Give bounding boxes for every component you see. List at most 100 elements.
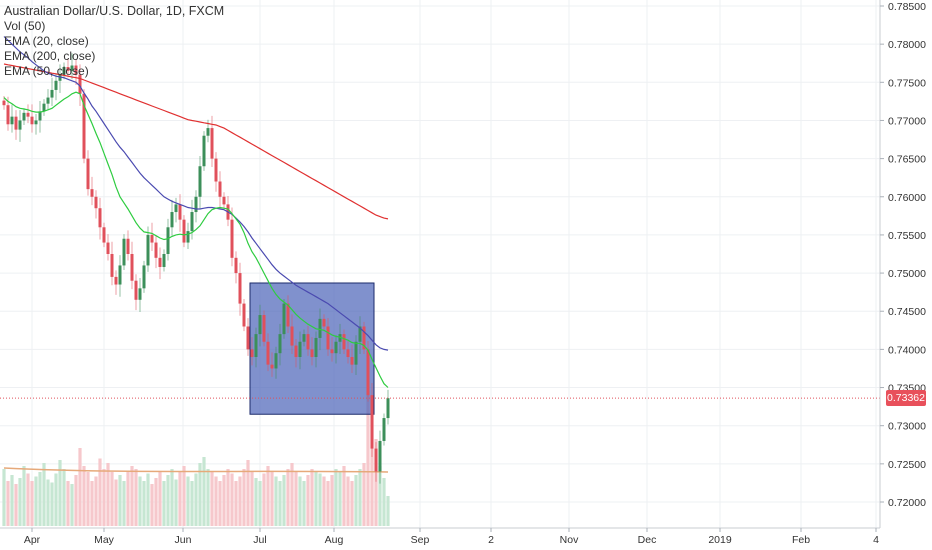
- time-tick-label: Jul: [253, 534, 266, 546]
- candle-body: [146, 234, 150, 266]
- volume-moving-average: [3, 467, 389, 473]
- volume-bar: [206, 469, 210, 526]
- volume-bar: [330, 475, 334, 526]
- volume-bar: [386, 496, 390, 526]
- volume-bar: [194, 473, 198, 526]
- volume-bar: [158, 472, 162, 526]
- legend-ema200: EMA (200, close): [4, 49, 96, 63]
- volume-bar: [354, 475, 358, 526]
- volume-bar: [150, 484, 154, 526]
- candle-body: [58, 74, 62, 81]
- candle-body: [250, 349, 254, 358]
- volume-bar: [226, 469, 230, 526]
- volume-bar: [314, 472, 318, 526]
- candle-body: [202, 135, 206, 167]
- volume-bar: [286, 469, 290, 526]
- candle-body: [286, 303, 290, 327]
- candle-body: [110, 254, 114, 277]
- volume-bar: [134, 469, 138, 526]
- candle-body: [306, 334, 310, 350]
- price-tick-label: 0.78500: [888, 1, 926, 13]
- candle-body: [210, 128, 214, 159]
- last-price-badge: 0.73362: [886, 390, 926, 407]
- volume-bar: [178, 472, 182, 526]
- candle-body: [206, 128, 210, 136]
- candle-body: [242, 303, 246, 327]
- volume-bar: [290, 463, 294, 526]
- candle-body: [142, 265, 146, 289]
- candle-body: [18, 120, 22, 130]
- time-tick-label: May: [94, 534, 115, 546]
- candle-body: [222, 196, 226, 205]
- candle-body: [370, 395, 374, 449]
- volume-bar: [322, 476, 326, 526]
- volume-bar: [214, 476, 218, 526]
- candle-body: [70, 65, 74, 71]
- time-tick-label: Dec: [638, 534, 657, 546]
- candle-body: [94, 196, 98, 209]
- volume-bar: [338, 472, 342, 526]
- volume-bar: [318, 473, 322, 526]
- candle-body: [270, 364, 274, 369]
- volume-bar: [146, 473, 150, 526]
- price-tick-label: 0.75500: [888, 230, 926, 242]
- price-tick-label: 0.76000: [888, 192, 926, 204]
- volume-bar: [306, 475, 310, 526]
- volume-bar: [114, 479, 118, 526]
- candle-body: [302, 334, 306, 342]
- volume-bar: [62, 469, 66, 526]
- volume-bar: [42, 463, 46, 526]
- volume-bar: [198, 463, 202, 526]
- time-tick-label: Jun: [175, 534, 192, 546]
- candle-body: [234, 257, 238, 274]
- candle-body: [86, 158, 90, 190]
- candle-body: [354, 341, 358, 365]
- candle-body: [322, 318, 326, 327]
- grid: [0, 0, 880, 528]
- volume-bar: [182, 466, 186, 526]
- candle-body: [274, 353, 278, 369]
- volume-bar: [74, 475, 78, 526]
- volume-bar: [22, 466, 26, 526]
- time-tick-label: 2019: [708, 534, 732, 546]
- candle-body: [266, 341, 270, 365]
- volume-bar: [298, 476, 302, 526]
- candle-body: [186, 231, 190, 243]
- price-tick-label: 0.77500: [888, 77, 926, 89]
- volume-bars: [2, 391, 390, 526]
- volume-bar: [58, 460, 62, 526]
- candle-body: [130, 254, 134, 281]
- candle-body: [258, 315, 262, 335]
- volume-bar: [94, 476, 98, 526]
- candle-body: [30, 116, 34, 125]
- volume-bar: [358, 469, 362, 526]
- volume-ma-line: [3, 467, 389, 473]
- volume-bar: [326, 481, 330, 526]
- volume-bar: [186, 476, 190, 526]
- candle-body: [170, 212, 174, 228]
- candle-body: [6, 105, 10, 125]
- time-axis[interactable]: Apr May Jun Jul Aug Sep 2 Nov Dec 2019 Feb 4: [0, 527, 880, 546]
- candle-body: [42, 103, 46, 112]
- ema20-line: [3, 91, 389, 388]
- candle-body: [90, 189, 94, 197]
- ema-lines: [3, 36, 389, 388]
- volume-bar: [98, 458, 102, 526]
- time-tick-label: 2: [488, 534, 494, 546]
- candle-body: [66, 67, 70, 71]
- volume-bar: [218, 481, 222, 526]
- candle-body: [14, 116, 18, 130]
- volume-bar: [30, 481, 34, 526]
- volume-bar: [26, 473, 30, 526]
- volume-bar: [46, 479, 50, 526]
- volume-bar: [250, 472, 254, 526]
- volume-bar: [238, 476, 242, 526]
- candle-body: [114, 276, 118, 285]
- volume-bar: [66, 481, 70, 526]
- price-axis[interactable]: 0.78500 0.78000 0.77500 0.77000 0.76500 0.760…: [879, 0, 926, 528]
- volume-bar: [126, 472, 130, 526]
- candle-body: [350, 357, 354, 365]
- candle-body: [314, 337, 318, 358]
- volume-bar: [122, 481, 126, 526]
